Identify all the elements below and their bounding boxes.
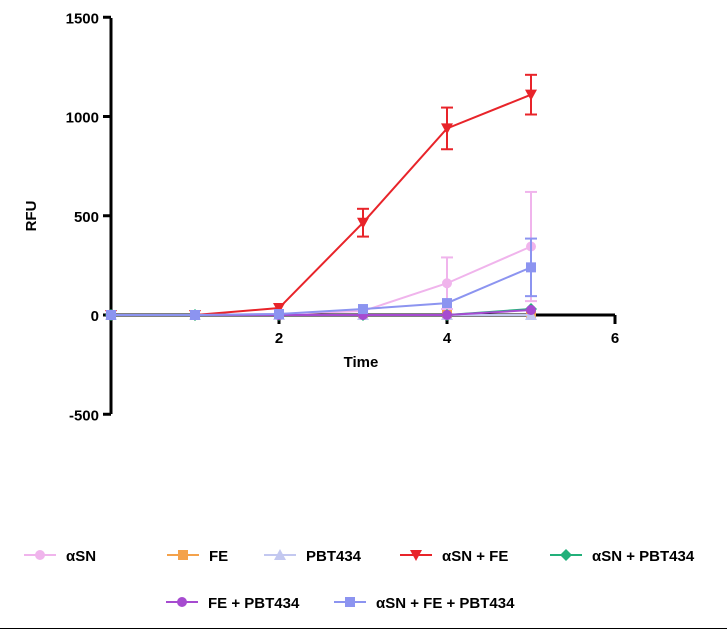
data-point	[273, 303, 285, 315]
legend: αSN FE PBT434 αSN + FE αSN + PBT434 FE + PBT4…	[24, 548, 695, 612]
y-tick-label: 500	[74, 209, 99, 226]
x-tick-label: 4	[443, 330, 452, 347]
data-point	[358, 304, 368, 315]
legend-item: αSN	[24, 548, 96, 565]
ticks: -500 0 500 1000 1500 2 4 6	[66, 10, 620, 424]
legend-item: FE + PBT434	[166, 595, 300, 612]
data-point	[525, 89, 537, 101]
legend-label: αSN	[66, 548, 96, 565]
y-tick-label: -500	[69, 407, 99, 424]
legend-label: αSN + FE + PBT434	[376, 595, 515, 612]
series-line	[111, 245, 532, 316]
y-tick-label: 1500	[66, 10, 99, 27]
series-0	[106, 190, 537, 320]
plot-area	[105, 73, 537, 321]
y-axis-title: RFU	[23, 201, 40, 232]
legend-item: FE	[167, 548, 228, 565]
data-point	[526, 305, 536, 316]
data-point	[274, 309, 284, 320]
legend-item: αSN + FE	[400, 548, 508, 565]
data-point	[190, 310, 200, 320]
legend-item: αSN + FE + PBT434	[334, 595, 515, 612]
x-tick-label: 2	[275, 330, 283, 347]
series-3	[105, 73, 537, 321]
data-point	[526, 262, 536, 273]
legend-marker	[35, 550, 45, 560]
y-tick-label: 1000	[66, 110, 99, 127]
data-point	[441, 123, 453, 135]
legend-marker	[560, 549, 572, 561]
series-6	[106, 237, 537, 320]
data-point	[106, 310, 116, 320]
legend-marker	[177, 597, 187, 607]
legend-item: αSN + PBT434	[550, 548, 695, 565]
legend-marker	[274, 549, 286, 560]
legend-label: FE	[209, 548, 228, 565]
legend-marker	[410, 550, 422, 561]
bottom-divider	[0, 628, 727, 629]
x-tick-label: 6	[611, 330, 619, 347]
data-point	[442, 278, 452, 289]
legend-marker	[178, 550, 188, 560]
legend-label: FE + PBT434	[208, 595, 300, 612]
data-point	[442, 310, 452, 320]
legend-label: αSN + FE	[442, 548, 508, 565]
data-point	[442, 298, 452, 309]
legend-label: αSN + PBT434	[592, 548, 695, 565]
data-point	[357, 217, 369, 229]
series-line	[111, 266, 532, 316]
legend-item: PBT434	[264, 548, 362, 565]
legend-label: PBT434	[306, 548, 362, 565]
y-tick-label: 0	[91, 308, 99, 325]
x-axis-title: Time	[344, 354, 379, 371]
legend-marker	[345, 597, 355, 607]
series-line	[111, 93, 532, 316]
